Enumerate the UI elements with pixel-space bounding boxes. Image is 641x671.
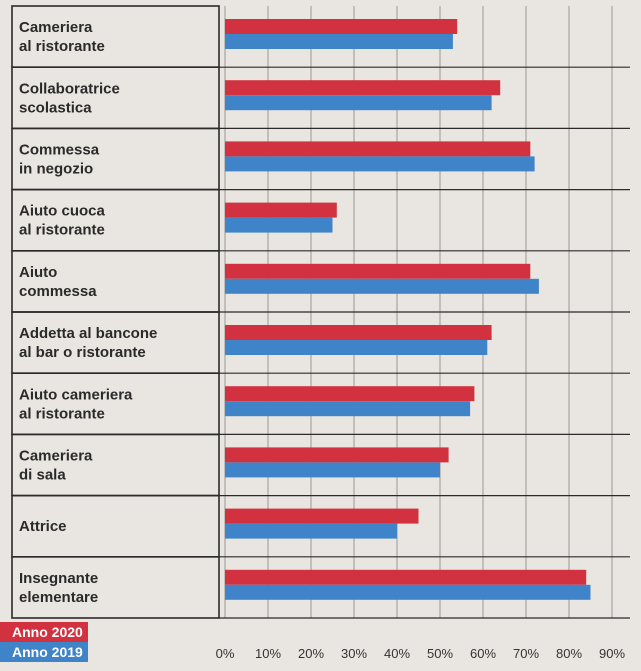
category-label: al ristorante <box>19 38 105 55</box>
category-label-box <box>11 372 220 436</box>
bar-2019 <box>225 462 440 478</box>
category-label-box <box>11 555 220 619</box>
category-label: Collaboratrice <box>19 80 120 97</box>
bar-2020 <box>225 263 531 279</box>
category-label: in negozio <box>19 161 93 178</box>
category-label-box <box>11 433 220 497</box>
legend: Anno 2020 Anno 2019 <box>0 622 88 662</box>
legend-label: Anno 2019 <box>12 644 83 660</box>
bar-2019 <box>225 584 591 600</box>
category-label: Attrice <box>19 518 67 535</box>
category-label-box <box>11 311 220 375</box>
bar-2019 <box>225 156 535 172</box>
category-label-box <box>11 127 220 191</box>
bar-2020 <box>225 508 419 524</box>
bar-2019 <box>225 217 333 233</box>
bar-2019 <box>225 340 488 355</box>
x-axis-ticks: 0% 10% 20% 30% 40% 50% 60% 70% 80% 90% <box>216 646 626 661</box>
legend-swatch <box>0 622 88 642</box>
category-label: commessa <box>19 283 97 300</box>
bar-2019 <box>225 95 492 111</box>
bar-2020 <box>225 447 449 463</box>
category-label: Aiuto cameriera <box>19 386 133 403</box>
category-label: Cameriera <box>19 19 93 36</box>
category-label: Aiuto cuoca <box>19 203 105 220</box>
bar-2020 <box>225 141 531 157</box>
bar-2020 <box>225 202 337 218</box>
category-label-box <box>11 188 220 252</box>
category-label: scolastica <box>19 99 92 116</box>
category-label: al bar o ristorante <box>19 344 146 361</box>
x-tick-label: 0% <box>216 646 235 661</box>
x-tick-label: 90% <box>599 646 625 661</box>
x-tick-label: 70% <box>513 646 539 661</box>
category-label: al ristorante <box>19 405 105 422</box>
bar-2020 <box>225 80 501 96</box>
category-label: Commessa <box>19 142 100 159</box>
category-label: elementare <box>19 589 98 606</box>
bar-2019 <box>225 34 453 49</box>
x-tick-label: 40% <box>384 646 410 661</box>
category-label: Cameriera <box>19 448 93 465</box>
bar-2020 <box>225 386 475 402</box>
bar-2020 <box>225 19 458 34</box>
category-rows: Cameriera al ristorante Collaboratrice scol… <box>11 5 630 619</box>
x-tick-label: 60% <box>470 646 496 661</box>
category-label: di sala <box>19 467 66 484</box>
x-tick-label: 10% <box>255 646 281 661</box>
legend-swatch <box>0 642 88 662</box>
category-label: Aiuto <box>19 264 57 281</box>
bar-2020 <box>225 325 492 340</box>
category-label: Addetta al bancone <box>19 325 157 342</box>
x-tick-label: 50% <box>427 646 453 661</box>
x-tick-label: 80% <box>556 646 582 661</box>
category-label: al ristorante <box>19 222 105 239</box>
category-label: Insegnante <box>19 570 98 587</box>
bar-2019 <box>225 278 539 294</box>
x-tick-label: 20% <box>298 646 324 661</box>
bars <box>225 19 591 600</box>
category-label-box <box>11 66 220 130</box>
bar-2020 <box>225 569 587 585</box>
category-label-box <box>11 5 220 69</box>
legend-label: Anno 2020 <box>12 624 83 640</box>
category-label-box <box>11 250 220 313</box>
bar-2019 <box>225 401 471 417</box>
bar-2019 <box>225 523 397 539</box>
x-tick-label: 30% <box>341 646 367 661</box>
